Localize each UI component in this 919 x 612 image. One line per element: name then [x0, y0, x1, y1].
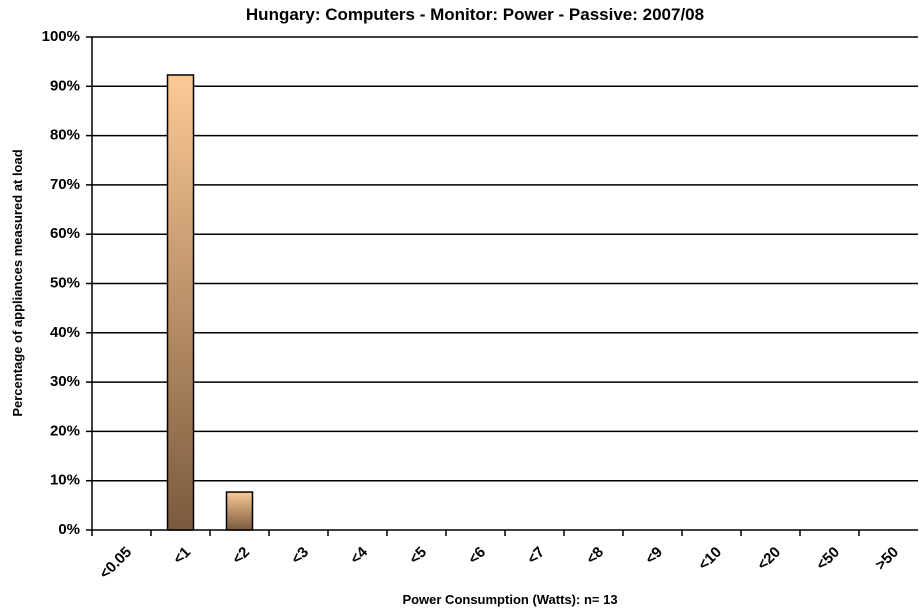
y-tick-label: 90% [50, 77, 80, 94]
x-tick-label: >50 [872, 544, 902, 574]
x-tick-label: <0.05 [96, 544, 135, 583]
y-tick-label: 40% [50, 324, 80, 341]
x-tick-label: <20 [754, 544, 784, 574]
bar [166, 74, 195, 531]
x-tick-label: <4 [347, 543, 372, 568]
x-tick-label: <10 [695, 544, 725, 574]
y-tick-label: 60% [50, 225, 80, 242]
x-axis-label: Power Consumption (Watts): n= 13 [402, 592, 617, 607]
y-tick-label: 0% [58, 521, 80, 538]
x-tick-label: <9 [642, 544, 666, 568]
chart-title: Hungary: Computers - Monitor: Power - Pa… [246, 5, 704, 24]
x-tick-label: <5 [406, 544, 430, 568]
y-tick-label: 80% [50, 127, 80, 144]
x-tick-label: <3 [288, 544, 312, 568]
x-tick-label: <6 [465, 544, 489, 568]
y-tick-label: 30% [50, 373, 80, 390]
bar [225, 491, 254, 531]
y-tick-label: 50% [50, 274, 80, 291]
x-tick-label: <50 [813, 544, 843, 574]
y-tick-label: 10% [50, 472, 80, 489]
x-tick-label: <7 [524, 544, 548, 568]
x-tick-label: <1 [170, 544, 194, 568]
x-tick-label: <2 [229, 544, 253, 568]
y-axis-label: Percentage of appliances measured at loa… [10, 149, 25, 416]
x-tick-label: <8 [583, 544, 607, 568]
y-tick-label: 20% [50, 422, 80, 439]
y-tick-label: 100% [42, 28, 80, 45]
y-tick-label: 70% [50, 176, 80, 193]
